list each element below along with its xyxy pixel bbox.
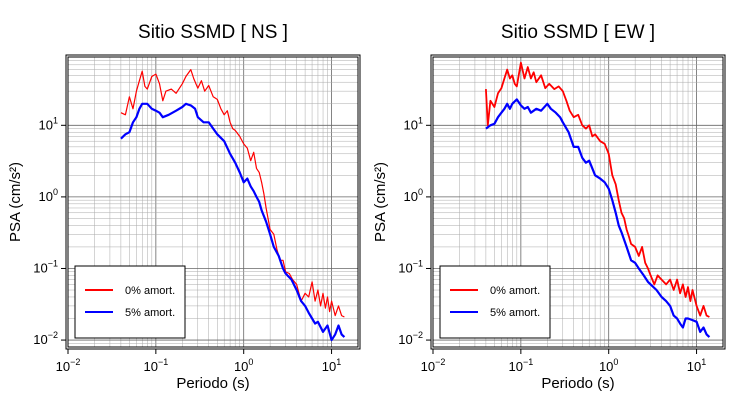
y-tick-label: 10−2 [33,330,58,347]
y-tick-label: 100 [39,187,58,204]
x-axis-label: Periodo (s) [176,375,249,392]
chart-ns: 10−2 10−1 100 101 10−2 10−1 100 101 Sitio SSMD [… [7,22,361,392]
y-tick-label: 10−1 [33,258,58,275]
plot-frame-outer [65,54,361,350]
plot-frame [432,56,724,348]
x-tick-label: 10−2 [421,357,446,374]
x-tick-label: 101 [322,357,341,374]
legend-box [439,265,551,339]
legend-label: 5% amort. [125,307,175,319]
x-tick-label: 10−1 [508,357,533,374]
x-tick-label: 100 [599,357,618,374]
plot-frame [67,56,359,348]
series-line [485,61,710,318]
legend-label: 5% amort. [490,307,540,319]
y-axis-label: PSA (cm/s²) [7,162,24,242]
series-line [120,102,346,342]
legend: 0% amort. 5% amort. [74,265,186,339]
x-tick-label: 10−2 [56,357,81,374]
legend-box [74,265,186,339]
chart-title: Sitio SSMD [ NS ] [138,22,288,43]
y-tick-label: 10−2 [398,330,423,347]
plot-frame-outer [430,54,726,350]
y-tick-label: 100 [404,187,423,204]
y-tick-label: 10−1 [398,258,423,275]
legend-label: 0% amort. [490,285,540,297]
x-tick-label: 101 [687,357,706,374]
series-line [485,98,711,338]
x-tick-label: 10−1 [143,357,168,374]
x-axis-label: Periodo (s) [541,375,614,392]
legend-label: 0% amort. [125,285,175,297]
legend: 0% amort. 5% amort. [439,265,551,339]
chart-title: Sitio SSMD [ EW ] [501,22,655,43]
chart-ew: 10−2 10−1 100 101 10−2 10−1 100 101 Sitio SSMD [… [372,22,726,392]
series-line [120,68,345,318]
y-tick-label: 101 [404,115,423,132]
y-tick-label: 101 [39,115,58,132]
y-axis-label: PSA (cm/s²) [372,162,389,242]
x-tick-label: 100 [234,357,253,374]
gridlines [67,56,359,348]
